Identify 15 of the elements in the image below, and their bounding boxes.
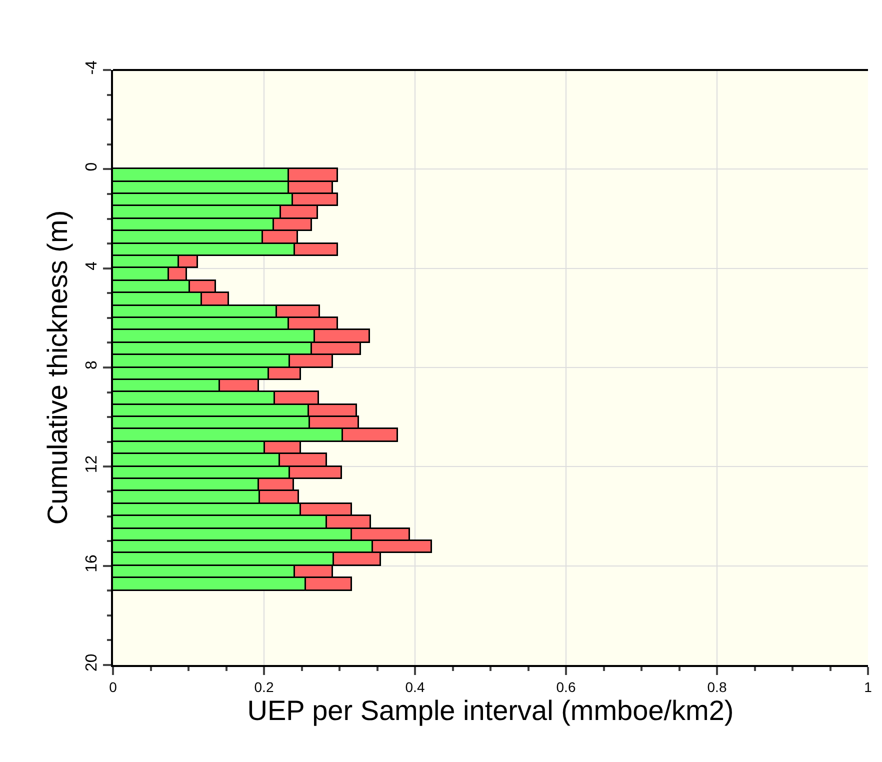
x-tick-label: 0.8 [707,678,727,695]
x-tick-label: 0.4 [405,678,425,695]
x-axis-title: UEP per Sample interval (mmboe/km2) [247,694,734,726]
y-tick-label: 8 [84,360,101,370]
y-axis-title: Cumulative thickness (m) [42,210,73,525]
y-tick-label: 16 [84,554,101,572]
x-tick-label: 0 [109,678,118,695]
y-tick-label: 12 [84,455,101,474]
y-tick-label: -4 [84,60,101,75]
y-tick-label: 0 [84,162,101,172]
x-tick-label: 0.6 [556,678,576,695]
y-tick-label: 20 [84,654,101,672]
y-tick-label: 4 [84,261,101,270]
x-tick-label: 1 [864,678,872,695]
x-tick-label: 0.2 [254,678,274,695]
